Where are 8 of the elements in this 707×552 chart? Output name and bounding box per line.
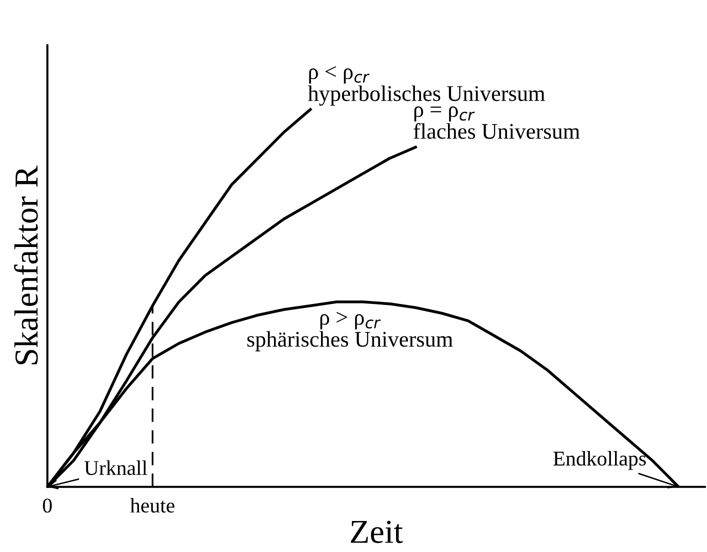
annotation: Urknall [84,460,148,476]
series-label: ρ > ρ$_{cr}$ sphärisches Universum [247,312,453,352]
x-tick-label: 0 [42,498,52,513]
annotation: Endkollaps [553,450,646,470]
x-axis-title: Zeit [350,520,403,544]
series-label: ρ = ρ$_{cr}$ flaches Universum [414,106,580,139]
x-tick-label: heute [130,498,174,513]
y-axis-title: Skalenfaktor R [14,166,38,364]
